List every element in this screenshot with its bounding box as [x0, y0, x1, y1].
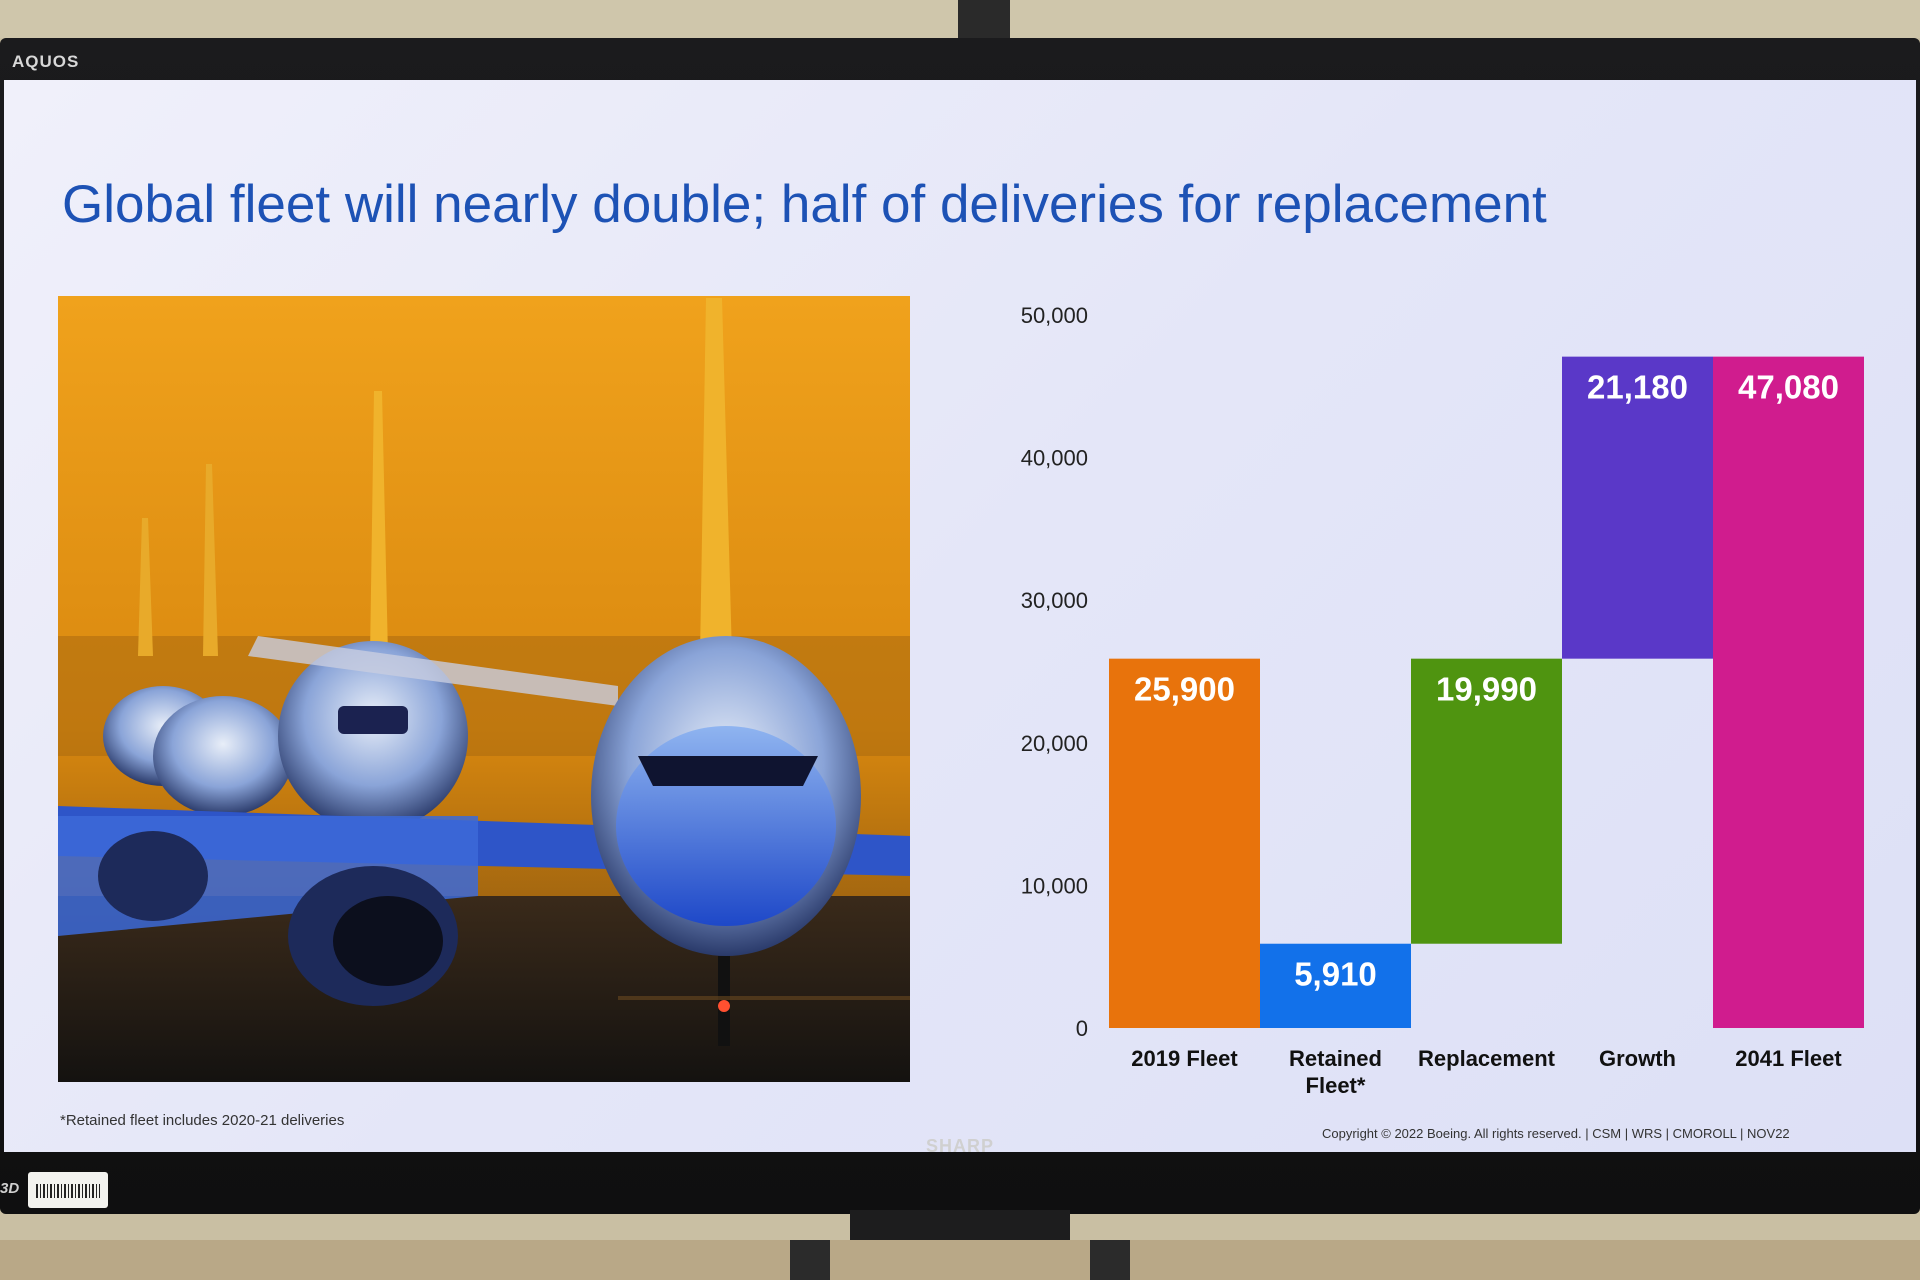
tv-stand	[850, 1210, 1070, 1240]
bar-0	[1109, 658, 1260, 1028]
chart-bars	[1109, 356, 1864, 1029]
category-label: 2041 Fleet	[1735, 1046, 1842, 1071]
y-tick-label: 50,000	[1021, 303, 1088, 328]
category-label: Growth	[1599, 1046, 1676, 1071]
tv-brand-sharp: SHARP	[925, 1136, 994, 1156]
stand-post-right	[1090, 1240, 1130, 1280]
bar-2	[1411, 658, 1562, 944]
tv-3d-badge: 3D	[0, 1180, 20, 1197]
copyright-notice: Copyright © 2022 Boeing. All rights rese…	[1322, 1126, 1790, 1141]
bar-value-label: 5,910	[1294, 956, 1377, 993]
y-tick-label: 10,000	[1021, 873, 1088, 898]
floor	[0, 1240, 1920, 1280]
footnote: *Retained fleet includes 2020-21 deliver…	[60, 1112, 345, 1129]
category-label: Fleet*	[1306, 1073, 1366, 1098]
y-axis-ticks: 0 10,000 20,000 30,000 40,000 50,000	[1021, 303, 1088, 1041]
airplanes-photo	[58, 296, 910, 1082]
bar-4	[1713, 356, 1864, 1029]
category-label: Retained	[1289, 1046, 1382, 1071]
waterfall-chart: 0 10,000 20,000 30,000 40,000 50,000 25,900 5,…	[1021, 303, 1864, 1098]
slide-title: Global fleet will nearly double; half of…	[62, 175, 1547, 234]
y-tick-label: 40,000	[1021, 446, 1088, 471]
wall-mount	[958, 0, 1010, 42]
category-label: Replacement	[1418, 1046, 1556, 1071]
bar-3	[1562, 356, 1713, 659]
value-labels: 25,900 5,910 19,990 21,180 47,080	[1134, 369, 1839, 993]
stand-post-left	[790, 1240, 830, 1280]
barcode-sticker	[28, 1172, 108, 1208]
category-label: 2019 Fleet	[1131, 1046, 1238, 1071]
bar-value-label: 19,990	[1436, 671, 1537, 708]
bar-value-label: 25,900	[1134, 671, 1235, 708]
y-tick-label: 20,000	[1021, 731, 1088, 756]
tv-brand-aquos: AQUOS	[12, 52, 80, 71]
bar-value-label: 21,180	[1587, 369, 1688, 406]
barcode-icon	[36, 1184, 100, 1198]
y-tick-label: 30,000	[1021, 588, 1088, 613]
bar-1	[1260, 943, 1411, 1028]
y-tick-label: 0	[1076, 1016, 1088, 1041]
bar-value-label: 47,080	[1738, 369, 1839, 406]
